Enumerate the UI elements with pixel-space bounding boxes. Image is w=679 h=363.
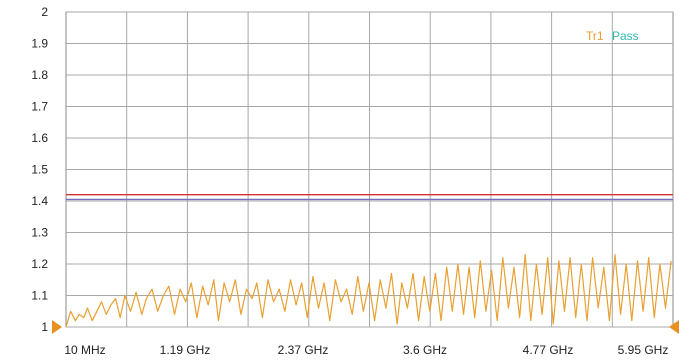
y-tick-label: 1.5: [31, 163, 48, 177]
y-tick-label: 1.7: [31, 100, 48, 114]
x-tick-label: 1.19 GHz: [160, 343, 211, 357]
limit-lines: [66, 194, 673, 201]
y-tick-label: 1.1: [31, 289, 48, 303]
x-tick-label: 5.95 GHz: [618, 343, 669, 357]
x-tick-label: 3.6 GHz: [403, 343, 447, 357]
legend-status-label: Pass: [612, 29, 639, 43]
grid: [66, 11, 673, 328]
x-tick-label: 10 MHz: [64, 343, 105, 357]
legend: Tr1 Pass: [586, 29, 639, 43]
y-tick-label: 1: [41, 320, 48, 334]
x-tick-label: 4.77 GHz: [523, 343, 574, 357]
y-tick-label: 1.8: [31, 68, 48, 82]
y-tick-label: 1.4: [31, 194, 48, 208]
legend-trace-label: Tr1: [586, 29, 604, 43]
y-tick-label: 1.6: [31, 131, 48, 145]
trace-layer: [65, 254, 672, 328]
x-axis-ticks: 10 MHz 1.19 GHz 2.37 GHz 3.6 GHz 4.77 GHz 5.9…: [64, 343, 668, 357]
x-tick-label: 2.37 GHz: [278, 343, 329, 357]
y-tick-label: 1.2: [31, 257, 48, 271]
right-reference-marker: [669, 320, 679, 334]
left-reference-marker: [52, 320, 62, 334]
y-tick-label: 2: [41, 5, 48, 19]
y-tick-label: 1.3: [31, 226, 48, 240]
y-axis-ticks: 1 1.1 1.2 1.3 1.4 1.5 1.6 1.7 1.8 1.9 2: [31, 5, 48, 334]
markers: [52, 320, 679, 334]
series-line: [65, 254, 672, 328]
y-tick-label: 1.9: [31, 37, 48, 51]
